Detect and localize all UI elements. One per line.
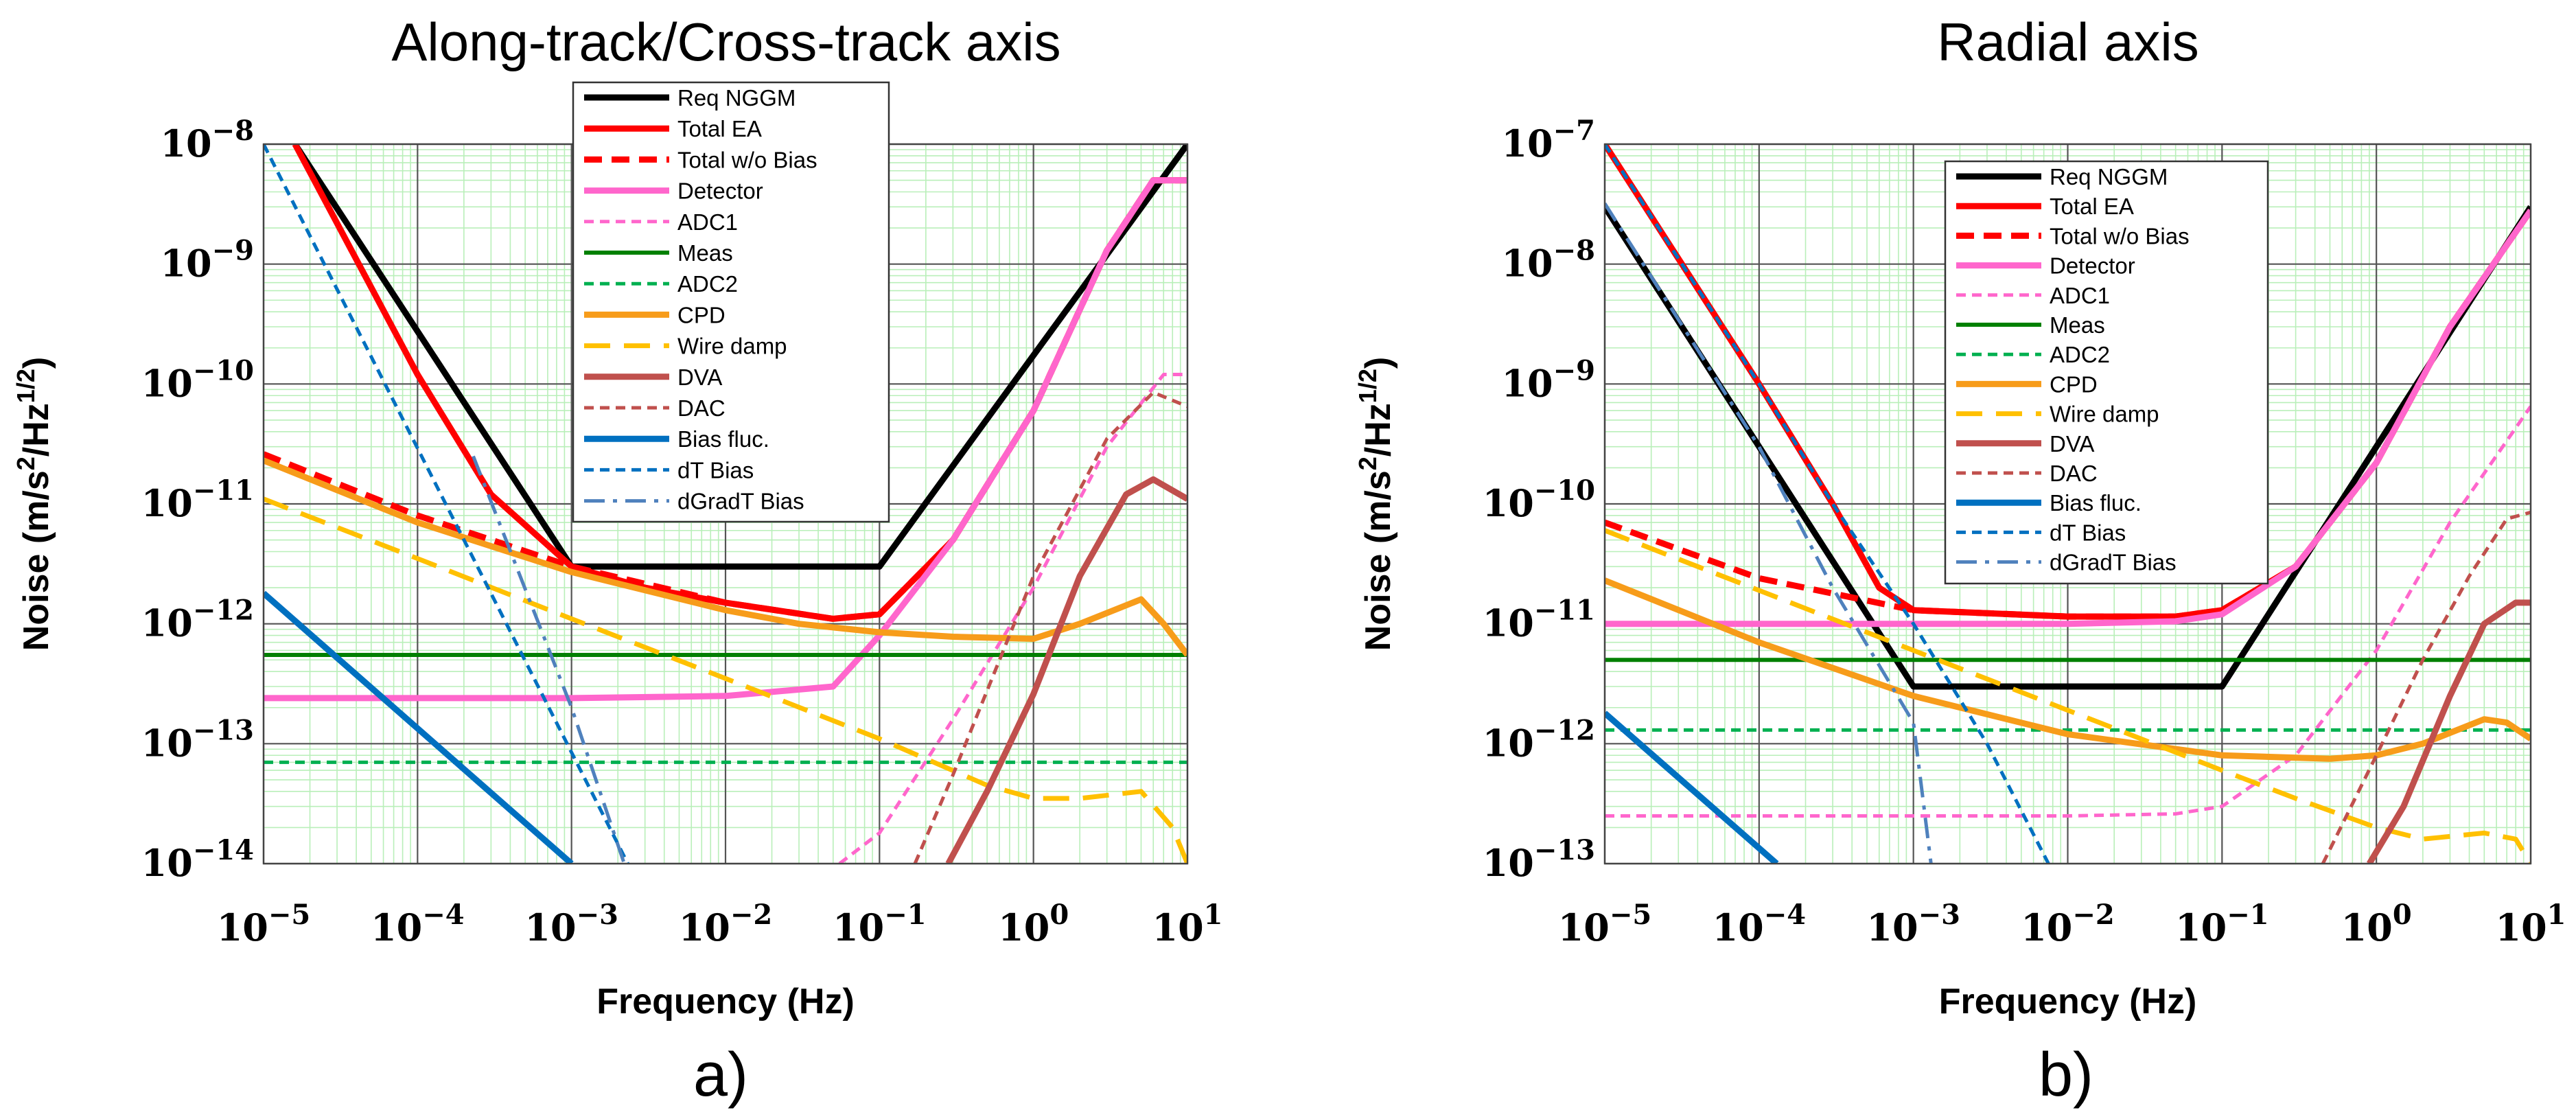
chart-title: Radial axis <box>1937 12 2199 72</box>
series-line-bias-fluc- <box>1605 711 1779 864</box>
legend-entry-label: dT Bias <box>677 457 754 483</box>
x-tick-label: 10−3 <box>1866 899 1960 949</box>
y-tick-label: 10−11 <box>141 474 254 525</box>
series-line-adc1 <box>1605 405 2531 818</box>
series-line-detector <box>264 177 1187 702</box>
series-group <box>1605 144 2531 864</box>
y-tick-label: 10−7 <box>1501 115 1595 165</box>
chart-panel-b: 10−5 10−4 10−3 10−2 10−1 100 101 10−13 10−12 10−1… <box>1354 12 2566 1109</box>
legend-entry-label: dGradT Bias <box>677 489 804 514</box>
series-line-dac <box>2321 510 2531 864</box>
x-tick-label: 10−4 <box>1713 899 1807 949</box>
y-tick-label: 10−9 <box>160 235 254 286</box>
legend-box <box>572 81 890 523</box>
panel-label: a) <box>693 1041 748 1109</box>
legend-entry-label: DVA <box>677 365 722 390</box>
legend-entry-label: Bias fluc. <box>677 426 769 452</box>
series-line-req-nggm <box>292 144 1187 570</box>
x-tick-label: 10−1 <box>833 899 927 949</box>
series-line-dva <box>945 476 1187 864</box>
y-tick-label: 10−12 <box>141 595 254 645</box>
x-tick-label: 100 <box>2341 899 2412 949</box>
legend-entry-label: CPD <box>2050 371 2098 397</box>
x-axis-label: Frequency (Hz) <box>1939 982 2197 1022</box>
chart-panel-a: 10−5 10−4 10−3 10−2 10−1 100 101 10−14 10−13 10−1… <box>12 12 1223 1109</box>
legend-entry-label: Detector <box>2050 253 2135 279</box>
legend-entry-label: Wire damp <box>2050 402 2159 427</box>
series-line-req-nggm <box>1605 205 2531 690</box>
legend-entry-label: Total EA <box>2050 194 2134 219</box>
y-axis-label: Noise (m/s2/Hz1/2) <box>1354 357 1398 651</box>
panel-label: b) <box>2039 1041 2093 1109</box>
legend-entry-label: CPD <box>677 302 726 327</box>
x-tick-label: 10−3 <box>524 899 618 949</box>
x-tick-label: 100 <box>998 899 1069 949</box>
legend-entry-label: Meas <box>2050 312 2105 338</box>
legend-entry-label: Meas <box>677 240 733 266</box>
legend-entry-label: DAC <box>2050 461 2098 486</box>
y-tick-label: 10−13 <box>141 714 254 765</box>
y-tick-label: 10−13 <box>1483 834 1595 885</box>
y-tick-label: 10−11 <box>1483 595 1595 645</box>
legend-box <box>1944 160 2269 585</box>
y-tick-label: 10−12 <box>1483 714 1595 765</box>
y-tick-label: 10−9 <box>1501 354 1595 405</box>
legend-entry-label: ADC2 <box>2050 342 2110 367</box>
legend-entry-label: dGradT Bias <box>2050 550 2177 575</box>
legend-entry-label: DVA <box>2050 431 2094 457</box>
chart-title: Along-track/Cross-track axis <box>391 12 1060 72</box>
y-tick-label: 10−10 <box>1483 474 1595 525</box>
legend-entry-label: Total w/o Bias <box>677 147 817 172</box>
legend-entry-label: ADC1 <box>2050 283 2110 308</box>
legend-entry-label: Total EA <box>677 116 762 141</box>
plot-frame <box>1603 143 2532 865</box>
y-tick-label: 10−14 <box>141 834 254 885</box>
y-tick-label: 10−10 <box>141 354 254 405</box>
legend-entry-label: DAC <box>677 395 726 421</box>
legend-entry-label: Wire damp <box>677 334 787 359</box>
legend: Req NGGM Total EA Total w/o Bias Detector AD… <box>572 81 890 523</box>
legend-entry-label: ADC1 <box>677 209 738 235</box>
legend-entry-label: Total w/o Bias <box>2050 223 2190 249</box>
x-tick-label: 10−2 <box>2021 899 2115 949</box>
series-line-dgradt-bias <box>472 455 626 864</box>
series-line-cpd <box>264 457 1187 657</box>
x-tick-label: 101 <box>1152 899 1223 949</box>
legend-entry-label: ADC2 <box>677 271 738 297</box>
series-line-dac <box>913 391 1187 864</box>
y-tick-label: 10−8 <box>160 115 254 165</box>
series-line-detector <box>1605 209 2531 627</box>
series-line-wire-damp <box>1605 528 2531 864</box>
series-line-dva <box>2367 599 2531 864</box>
x-tick-label: 10−4 <box>371 899 465 949</box>
x-tick-label: 10−5 <box>1558 899 1652 949</box>
x-tick-label: 101 <box>2496 899 2566 949</box>
series-line-dt-bias <box>1605 144 2050 864</box>
legend-entry-label: Detector <box>677 178 763 204</box>
x-axis-label: Frequency (Hz) <box>596 982 855 1022</box>
y-axis-label: Noise (m/s2/Hz1/2) <box>12 357 56 651</box>
legend-entry-label: Req NGGM <box>677 85 796 111</box>
series-line-cpd <box>1605 577 2531 762</box>
x-tick-label: 10−2 <box>679 899 773 949</box>
x-tick-label: 10−1 <box>2175 899 2269 949</box>
y-tick-label: 10−8 <box>1501 235 1595 286</box>
legend: Req NGGM Total EA Total w/o Bias Detector AD… <box>1944 160 2269 585</box>
series-line-total-w-o-bias <box>1605 209 2531 620</box>
series-line-dt-bias <box>264 144 629 864</box>
series-line-bias-fluc- <box>264 590 574 864</box>
series-group <box>264 144 1187 864</box>
x-tick-label: 10−5 <box>217 899 311 949</box>
legend-entry-label: dT Bias <box>2050 520 2126 545</box>
legend-entry-label: Req NGGM <box>2050 164 2168 189</box>
legend-entry-label: Bias fluc. <box>2050 490 2142 516</box>
series-line-adc1 <box>838 373 1187 864</box>
